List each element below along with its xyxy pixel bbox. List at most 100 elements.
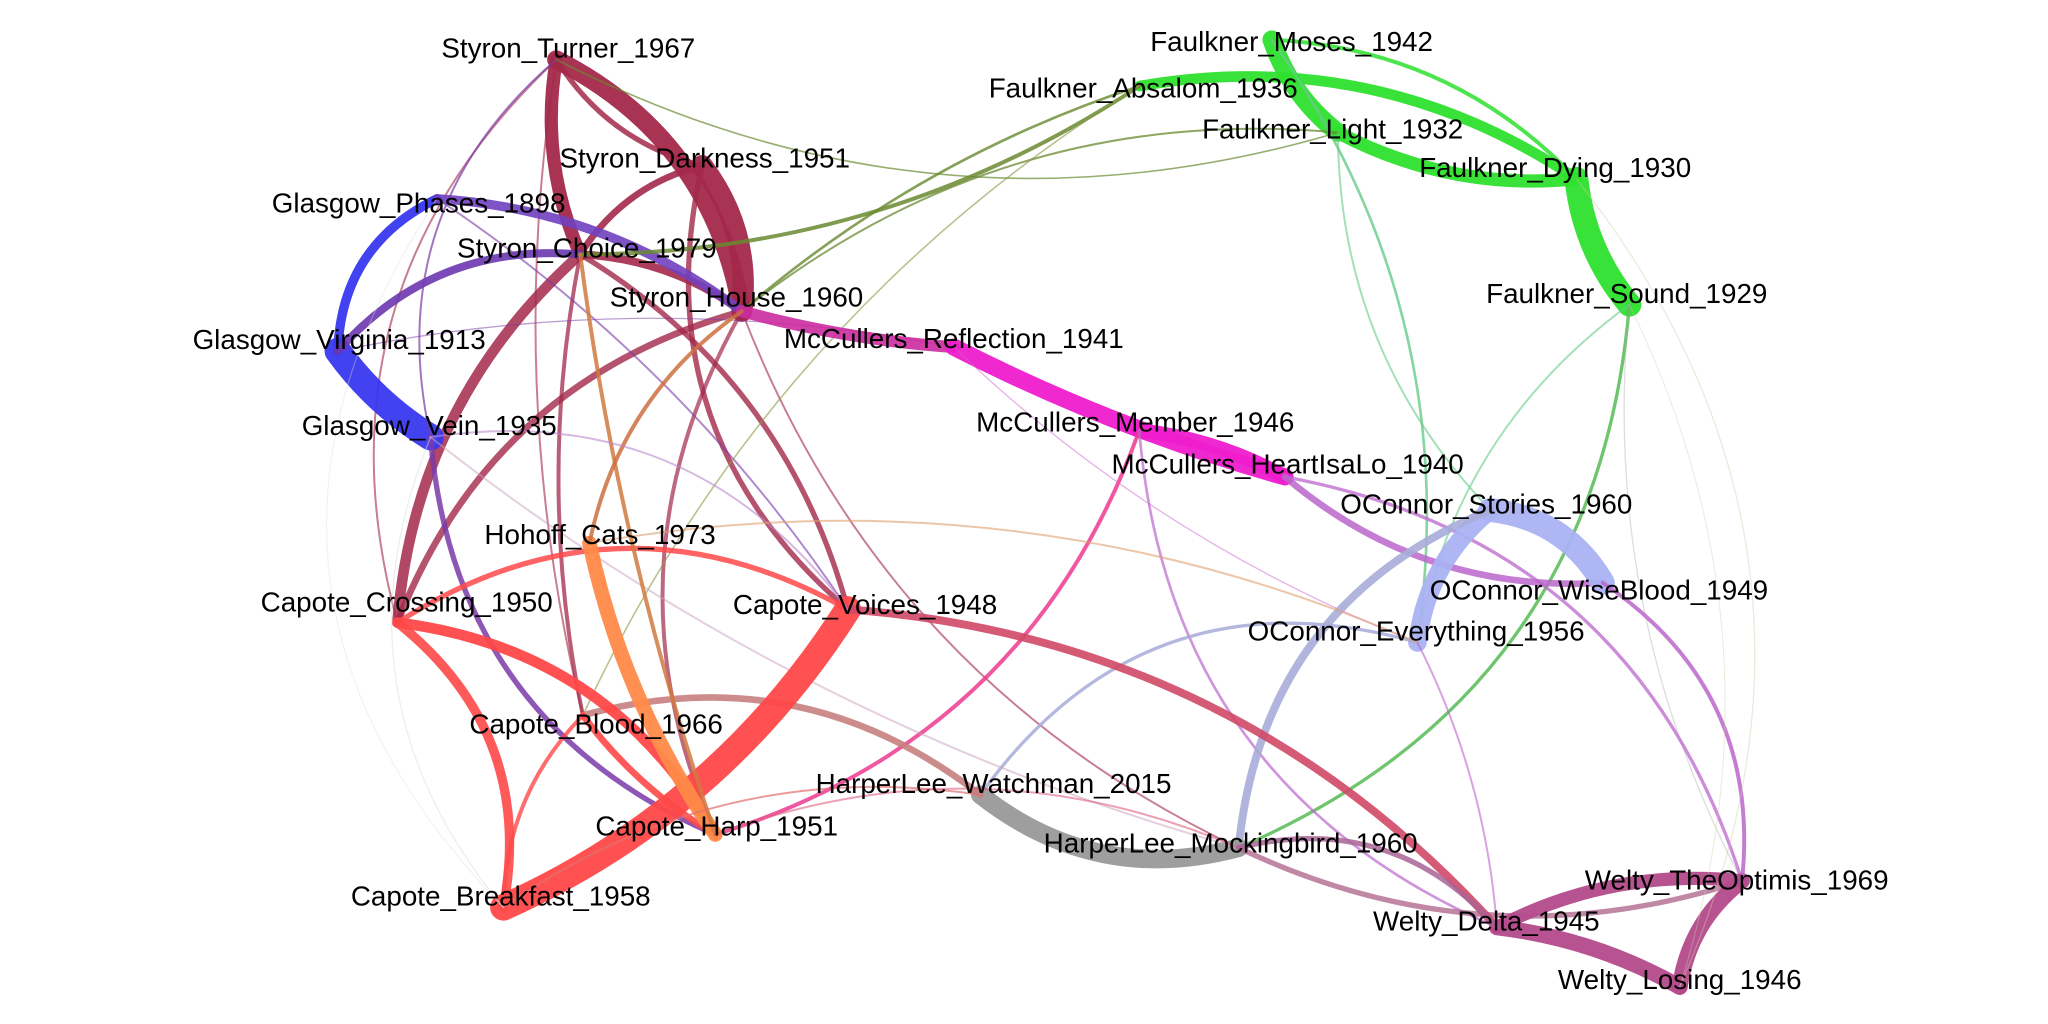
node-label: Styron_House_1960 <box>610 282 863 313</box>
node-label: Glasgow_Virginia_1913 <box>193 324 486 355</box>
edge <box>394 307 746 626</box>
labels: Styron_Turner_1967 Faulkner_Moses_1942 Fau… <box>193 26 1889 995</box>
node-label: McCullers_Reflection_1941 <box>784 323 1124 354</box>
edge <box>392 617 515 913</box>
edge <box>691 154 754 322</box>
edge <box>714 787 1240 849</box>
edge <box>577 251 851 613</box>
edge <box>587 309 744 546</box>
edge <box>1408 500 1500 652</box>
edge <box>582 85 1141 717</box>
edge <box>1488 919 1688 995</box>
edge <box>578 252 718 837</box>
edge <box>1490 871 1749 934</box>
node-label: Capote_Voices_1948 <box>733 589 997 620</box>
node-label: McCullers_Member_1946 <box>976 406 1294 437</box>
edge <box>429 436 1240 849</box>
node-label: Styron_Darkness_1951 <box>559 143 850 174</box>
edge <box>534 58 584 717</box>
edge <box>372 58 558 624</box>
node-label: Faulkner_Dying_1930 <box>1419 152 1691 183</box>
edge <box>1235 836 1500 930</box>
edge <box>1575 178 1756 988</box>
node-label: Styron_Choice_1979 <box>457 233 717 264</box>
edge <box>660 309 744 837</box>
edge <box>1234 506 1495 852</box>
node-label: Glasgow_Vein_1935 <box>302 410 557 441</box>
edge <box>588 519 1419 644</box>
edge <box>735 305 960 354</box>
edge <box>502 785 982 909</box>
edge <box>429 430 849 611</box>
edge <box>1331 125 1584 188</box>
edge <box>333 249 585 356</box>
edge <box>1270 38 1429 644</box>
node-label: Capote_Breakfast_1958 <box>351 880 651 911</box>
edge <box>1671 872 1750 995</box>
edge <box>1623 304 1743 882</box>
edge <box>1269 37 1579 181</box>
node-label: Glasgow_Phases_1898 <box>272 188 566 219</box>
edge <box>394 545 851 626</box>
node-label: OConnor_WiseBlood_1949 <box>1430 574 1768 605</box>
edge <box>740 127 1339 313</box>
edge <box>576 162 706 258</box>
node-label: Capote_Blood_1966 <box>469 708 722 739</box>
edge <box>432 194 747 316</box>
edge <box>579 712 719 838</box>
edge <box>555 58 1339 180</box>
node-label: Faulkner_Sound_1929 <box>1486 278 1767 309</box>
edge <box>391 436 505 909</box>
edge <box>324 337 444 451</box>
edge <box>553 56 705 169</box>
node-label: HarperLee_Watchman_2015 <box>816 768 1172 799</box>
edge <box>843 605 1501 932</box>
node-label: Faulkner_Absalom_1936 <box>989 72 1298 103</box>
edge <box>971 785 1248 869</box>
edge <box>392 249 586 628</box>
node-label: HarperLee_Mockingbird_1960 <box>1044 828 1418 859</box>
edge <box>556 252 585 718</box>
edge <box>547 50 752 321</box>
edge <box>1283 475 1744 883</box>
edge <box>427 434 718 838</box>
node-label: Welty_Losing_1946 <box>1558 964 1802 995</box>
edge <box>1137 429 1499 929</box>
edge <box>333 194 442 356</box>
edge <box>582 535 723 842</box>
edge <box>1262 30 1348 142</box>
edge <box>1131 423 1293 485</box>
edge <box>1564 166 1642 317</box>
node-label: Capote_Crossing_1950 <box>261 586 553 617</box>
node-label: Capote_Harp_1951 <box>595 810 838 841</box>
edge <box>1600 580 1747 883</box>
node-label: Faulkner_Moses_1942 <box>1150 26 1433 57</box>
node-label: OConnor_Everything_1956 <box>1248 616 1585 647</box>
edge <box>1416 641 1498 929</box>
edge <box>945 338 1294 486</box>
edge <box>740 84 1141 313</box>
node-label: Welty_Delta_1945 <box>1373 906 1600 937</box>
edges <box>324 30 1756 995</box>
edge <box>1281 473 1607 588</box>
edge <box>1236 303 1632 850</box>
edge <box>1133 71 1582 185</box>
edge <box>740 310 1240 849</box>
node-label: Styron_Turner_1967 <box>441 33 695 64</box>
node-label: Hohoff_Cats_1973 <box>484 519 715 550</box>
edge <box>1478 498 1615 595</box>
node-label: OConnor_Stories_1960 <box>1340 488 1632 519</box>
edge <box>418 58 558 439</box>
node-label: Welty_TheOptimis_1969 <box>1585 865 1889 896</box>
edge <box>1628 304 1726 988</box>
edge <box>501 713 585 910</box>
edge <box>1336 131 1492 512</box>
node-label: McCullers_HeartIsaLo_1940 <box>1111 449 1463 480</box>
edge <box>326 198 504 908</box>
edge <box>685 162 851 613</box>
node-label: Faulkner_Light_1932 <box>1202 113 1463 144</box>
edge <box>713 428 1142 837</box>
edge <box>978 621 1420 797</box>
